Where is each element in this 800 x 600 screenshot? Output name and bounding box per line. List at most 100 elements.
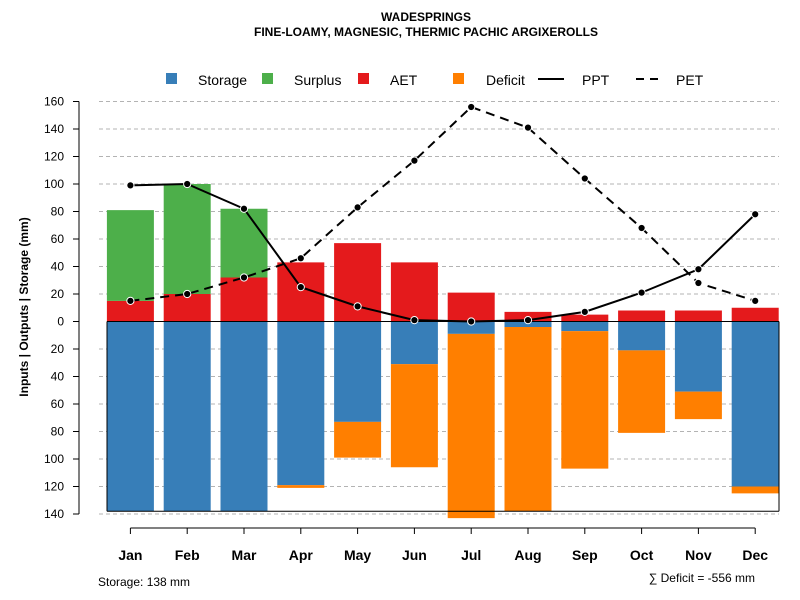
y-tick-label: 20: [51, 342, 65, 356]
x-tick-label-nov: Nov: [685, 547, 712, 563]
bar-storage-feb: [163, 321, 211, 512]
ppt-point-mar: [239, 204, 249, 213]
chart-subtitle: FINE-LOAMY, MAGNESIC, THERMIC PACHIC ARG…: [254, 25, 598, 39]
plot-frame: [106, 321, 780, 512]
bar-deficit-jun: [390, 364, 438, 468]
pet-point-nov: [694, 278, 703, 288]
legend-label-pet: PET: [676, 72, 704, 88]
legend-swatch-storage: [166, 73, 177, 84]
x-tick-label-oct: Oct: [630, 547, 654, 563]
y-tick-label: 80: [51, 425, 65, 439]
legend-label-ppt: PPT: [582, 72, 610, 88]
bar-deficit-aug: [504, 327, 552, 512]
ppt-point-may: [353, 302, 362, 311]
bar-storage-dec: [731, 321, 779, 487]
x-tick-label-jun: Jun: [402, 547, 427, 563]
ppt-line: [130, 182, 756, 323]
pet-line: [130, 105, 756, 302]
pet-point-sep: [580, 174, 589, 183]
y-tick-label: 160: [44, 95, 64, 109]
chart-title: WADESPRINGS: [381, 10, 471, 24]
bar-aet-mar: [220, 277, 268, 322]
ppt-point-dec: [751, 210, 760, 219]
y-tick-label: 40: [51, 370, 65, 384]
y-tick-label: 100: [44, 177, 64, 191]
bar-storage-jul: [447, 321, 495, 334]
ppt-point-jun: [410, 316, 419, 325]
bar-aet-sep: [561, 314, 609, 322]
bar-deficit-oct: [618, 350, 666, 433]
ppt-point-oct: [637, 288, 646, 297]
legend-swatch-deficit: [453, 73, 464, 84]
x-axis: Jan Feb Mar Apr May Jun Jul Aug Sep Oct Nov Dec: [118, 527, 768, 563]
x-tick-label-jul: Jul: [461, 547, 481, 563]
pet-point-oct: [637, 223, 646, 233]
bar-storage-oct: [618, 321, 666, 351]
pet-point-jan: [126, 296, 135, 305]
pet-point-apr: [296, 254, 305, 263]
bar-deficit-sep: [561, 331, 609, 469]
y-tick-label: 60: [51, 232, 65, 246]
y-axis-label: Inputs | Outputs | Storage (mm): [17, 217, 31, 396]
x-tick-label-sep: Sep: [572, 547, 598, 563]
bar-deficit-nov: [674, 391, 722, 420]
ppt-point-jul: [467, 317, 476, 326]
ppt-point-apr: [296, 283, 305, 292]
y-axis: 160 140 120 100 80 60 40 20 0 20 40 60 80 100 120 140: [44, 95, 80, 521]
legend-label-surplus: Surplus: [294, 72, 341, 88]
bar-aet-jan: [106, 300, 154, 322]
legend-label-deficit: Deficit: [486, 72, 525, 88]
x-tick-label-feb: Feb: [175, 547, 200, 563]
legend: Storage Surplus AET Deficit PPT PET: [166, 72, 704, 88]
bar-storage-aug: [504, 321, 552, 327]
bar-surplus-feb: [163, 184, 211, 294]
bar-deficit-jul: [447, 333, 495, 519]
ppt-point-feb: [183, 179, 192, 189]
pet-point-jul: [467, 102, 476, 112]
bar-deficit-apr: [277, 485, 325, 488]
y-tick-label: 140: [44, 507, 64, 521]
y-tick-label: 100: [44, 452, 64, 466]
pet-point-feb: [183, 289, 192, 299]
bar-storage-jan: [106, 321, 154, 512]
deficit-note: ∑ Deficit = -556 mm: [649, 571, 755, 585]
bar-aet-feb: [163, 294, 211, 322]
ppt-point-aug: [523, 316, 533, 325]
y-tick-label: 20: [51, 287, 65, 301]
legend-label-storage: Storage: [198, 72, 247, 88]
bar-surplus-mar: [220, 208, 268, 278]
bar-aet-oct: [618, 310, 666, 322]
bar-storage-nov: [674, 321, 722, 392]
pet-point-aug: [523, 123, 533, 132]
bar-surplus-jan: [106, 210, 154, 301]
pet-point-mar: [239, 273, 249, 282]
bar-storage-may: [334, 321, 382, 422]
bar-aet-nov: [674, 310, 722, 322]
y-tick-label: 120: [44, 480, 64, 494]
y-tick-label: 60: [51, 397, 65, 411]
bars: [106, 184, 779, 519]
bar-aet-dec: [731, 307, 779, 322]
bar-aet-jul: [447, 292, 495, 322]
bar-deficit-dec: [731, 486, 779, 494]
legend-swatch-surplus: [262, 73, 273, 84]
legend-label-aet: AET: [390, 72, 418, 88]
x-tick-label-aug: Aug: [514, 547, 541, 563]
x-tick-label-jan: Jan: [118, 547, 142, 563]
pet-point-jun: [410, 156, 419, 165]
y-tick-label: 80: [51, 205, 65, 219]
bar-storage-jun: [390, 321, 438, 365]
ppt-point-nov: [694, 265, 703, 274]
gridlines: [99, 101, 779, 515]
x-tick-label-apr: Apr: [289, 547, 314, 563]
y-tick-label: 0: [57, 315, 64, 329]
y-tick-label: 120: [44, 150, 64, 164]
x-tick-label-mar: Mar: [232, 547, 257, 563]
legend-swatch-aet: [358, 73, 369, 84]
y-tick-label: 40: [51, 260, 65, 274]
bar-aet-jun: [390, 262, 438, 322]
bar-storage-apr: [277, 321, 325, 486]
bar-deficit-may: [334, 421, 382, 458]
ppt-point-jan: [126, 181, 135, 190]
